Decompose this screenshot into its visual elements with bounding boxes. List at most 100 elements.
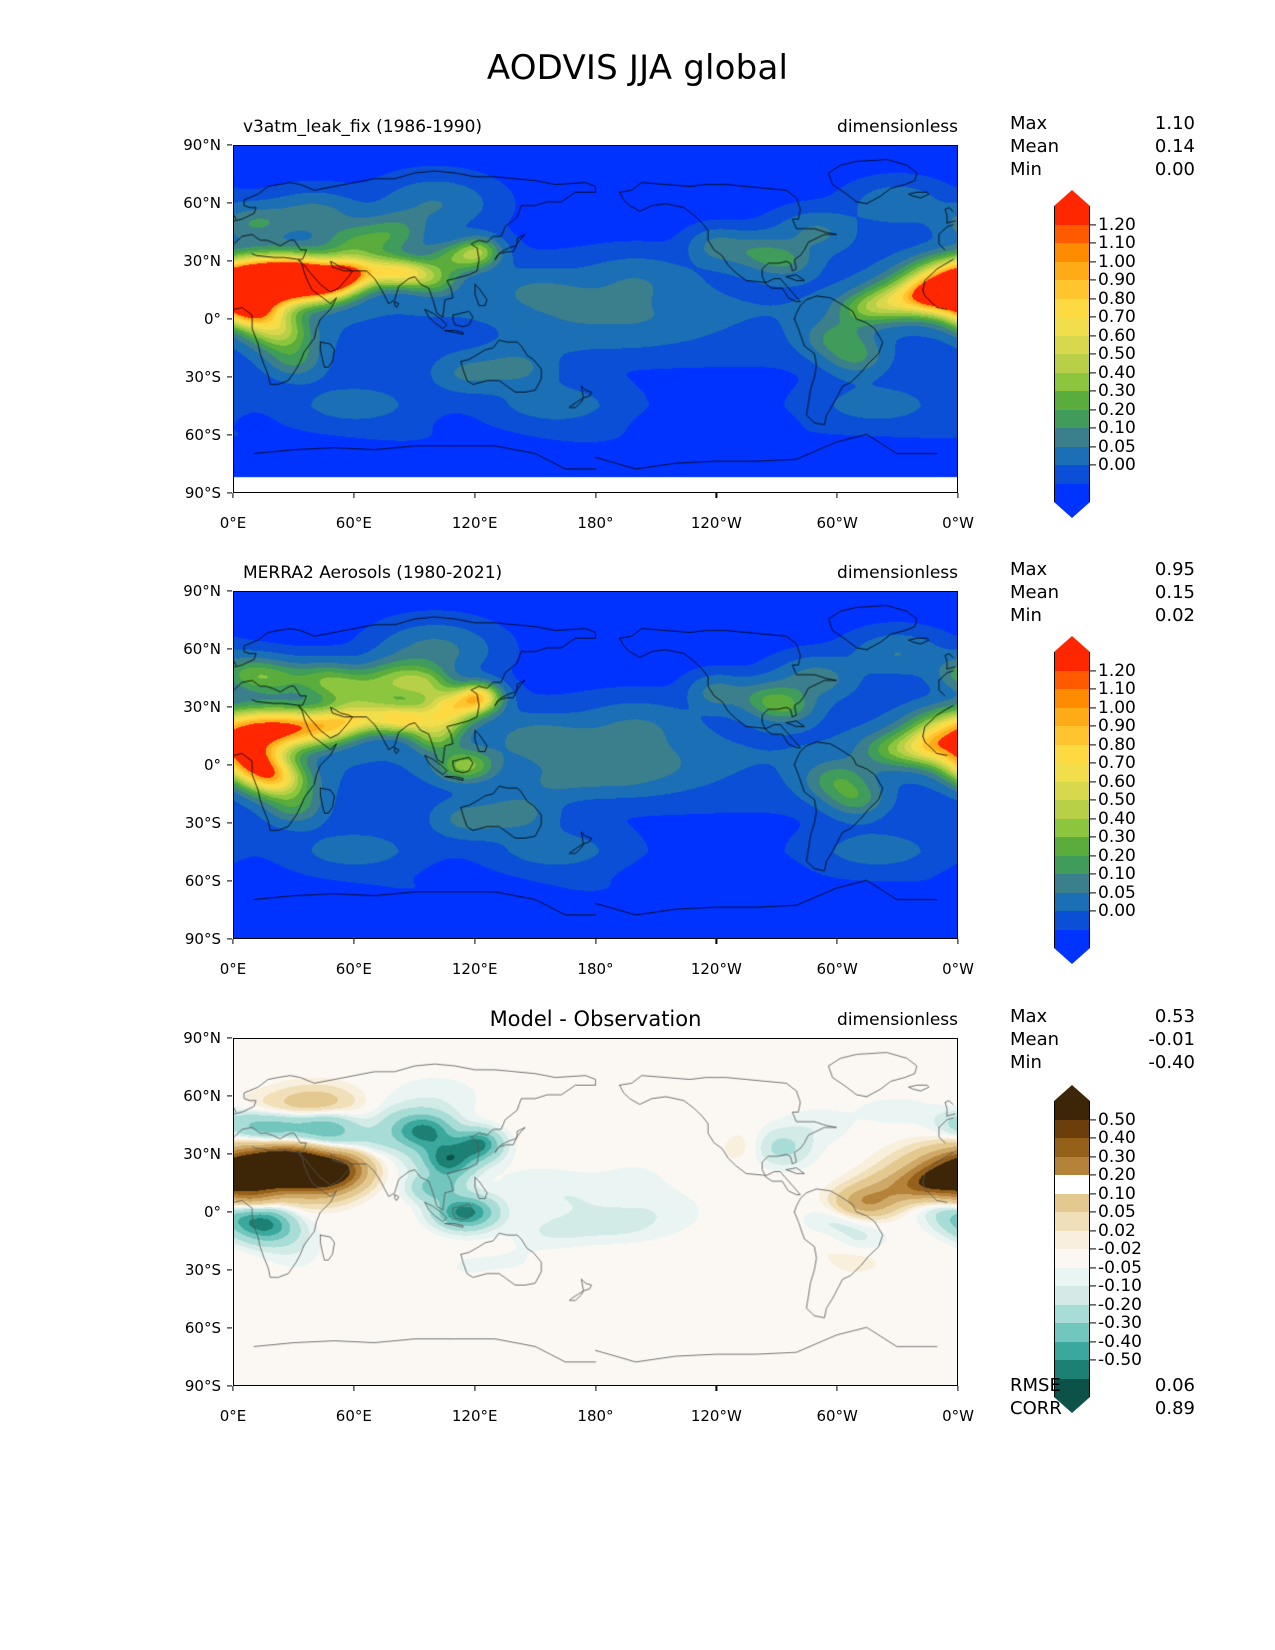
- panel-observation: MERRA2 Aerosols (1980-2021) dimensionles…: [183, 563, 974, 978]
- y-tick-mark: [227, 764, 232, 766]
- colorbar-model-tick-mark: [1090, 390, 1096, 392]
- colorbar-difference-tick-mark: [1090, 1322, 1096, 1324]
- y-tick-label: 30°N: [183, 1145, 221, 1163]
- colorbar-model-tick-label: 0.50: [1098, 344, 1136, 364]
- y-tick-mark: [227, 822, 232, 824]
- colorbar-model-band: [1054, 317, 1090, 336]
- colorbar-difference-tick-mark: [1090, 1211, 1096, 1213]
- y-tick-mark: [227, 1153, 232, 1155]
- x-tick-mark: [715, 493, 717, 498]
- y-tick-label: 60°N: [183, 194, 221, 212]
- x-tick-mark: [474, 493, 476, 498]
- panel-units-model: dimensionless: [837, 117, 958, 137]
- colorbar-model-tick-label: 0.70: [1098, 307, 1136, 327]
- stat-difference-row: Min -0.40: [1010, 1051, 1210, 1074]
- colorbar-observation-tick-label: 0.20: [1098, 845, 1136, 866]
- colorbar-observation-band: [1054, 744, 1090, 763]
- colorbar-observation-band: [1054, 652, 1090, 671]
- x-tick-mark: [353, 493, 355, 498]
- colorbar-model-band: [1054, 261, 1090, 280]
- y-tick-label: 90°N: [183, 1029, 221, 1047]
- colorbar-difference-tick-mark: [1090, 1174, 1096, 1176]
- panel-units-difference: dimensionless: [837, 1010, 958, 1030]
- colorbar-model-tick-mark: [1090, 279, 1096, 281]
- x-tick-label: 180°: [577, 960, 614, 978]
- colorbar-model-tick-mark: [1090, 408, 1096, 411]
- colorbar-model-tick-label: 1.20: [1098, 214, 1136, 235]
- y-tick-mark: [227, 1269, 232, 1271]
- y-tick-mark: [227, 260, 232, 262]
- stat-observation-value: 0.02: [1154, 605, 1195, 626]
- x-tick-label: 60°E: [335, 514, 372, 532]
- colorbar-difference-tick-label: -0.50: [1098, 1350, 1142, 1370]
- x-tick-label: 120°W: [690, 514, 742, 532]
- colorbar-model-tick-mark: [1090, 223, 1096, 226]
- stats-difference: Max 0.53 Mean -0.01 Min -0.40: [1010, 1005, 1210, 1074]
- stat-difference-value: -0.40: [1148, 1052, 1195, 1073]
- colorbar-observation-tick-mark: [1090, 669, 1096, 672]
- colorbar-observation-band: [1054, 911, 1090, 930]
- y-tick-label: 90°N: [183, 582, 221, 600]
- y-tick-mark: [227, 1327, 232, 1329]
- panel-difference: Model - Observation dimensionless 90°N 60…: [183, 1007, 974, 1425]
- y-tick-mark: [227, 376, 232, 378]
- stat-observation-value: 0.15: [1154, 582, 1195, 603]
- y-tick-mark: [227, 706, 232, 708]
- colorbar-observation-tick-mark: [1090, 891, 1096, 894]
- colorbar-difference-body: [1054, 1085, 1090, 1413]
- colorbar-model-tick-label: 0.10: [1098, 418, 1136, 438]
- colorbar-observation-tick-mark: [1090, 836, 1096, 838]
- colorbar-observation-tick-mark: [1090, 688, 1096, 690]
- stat-observation-label: Min: [1010, 605, 1042, 626]
- colorbar-difference-tick-label: -0.05: [1098, 1257, 1142, 1278]
- stat-model-row: Min 0.00: [1010, 158, 1210, 181]
- x-tick-label: 180°: [577, 514, 614, 532]
- colorbar-observation-tick-mark: [1090, 762, 1096, 764]
- x-tick-label: 120°W: [690, 960, 742, 978]
- y-tick-mark: [227, 434, 232, 436]
- stat-model-value: 0.00: [1154, 159, 1195, 180]
- colorbar-observation-band: [1054, 726, 1090, 745]
- y-tick-mark: [227, 648, 232, 650]
- colorbar-difference-tick-mark: [1090, 1192, 1096, 1195]
- colorbar-difference-band: [1054, 1249, 1090, 1268]
- x-tick-mark: [836, 1386, 838, 1391]
- stat-observation-row: Mean 0.15: [1010, 581, 1210, 604]
- x-tick-label: 0°E: [219, 1407, 247, 1425]
- colorbar-model-tick-label: 0.60: [1098, 325, 1136, 346]
- colorbar-observation-tick-label: 1.20: [1098, 660, 1136, 681]
- y-tick-mark: [227, 318, 232, 320]
- colorbar-difference-extend-bottom: [1054, 1397, 1090, 1413]
- colorbar-difference-tick-label: 0.30: [1098, 1146, 1136, 1167]
- colorbar-difference-band: [1054, 1212, 1090, 1231]
- x-tick-label: 0°W: [942, 960, 974, 978]
- colorbar-observation-band: [1054, 874, 1090, 893]
- colorbar-model-tick-label: 1.10: [1098, 233, 1136, 253]
- x-tick-mark: [594, 493, 597, 498]
- colorbar-model-tick-label: 0.40: [1098, 362, 1136, 383]
- colorbar-model-band: [1054, 335, 1090, 354]
- colorbar-model-tick-mark: [1090, 242, 1096, 244]
- y-tick-label: 30°S: [184, 368, 221, 386]
- colorbar-difference-band: [1054, 1286, 1090, 1305]
- colorbar-observation-band: [1054, 689, 1090, 708]
- colorbar-observation-tick-label: 0.90: [1098, 716, 1136, 736]
- x-tick-label: 60°W: [816, 960, 858, 978]
- stat-model-row: Mean 0.14: [1010, 135, 1210, 158]
- y-tick-label: 60°N: [183, 640, 221, 658]
- x-tick-label: 60°W: [816, 1407, 858, 1425]
- x-tick-label: 0°E: [219, 514, 247, 532]
- colorbar-difference-band: [1054, 1323, 1090, 1342]
- x-tick-label: 60°E: [335, 1407, 372, 1425]
- y-tick-label: 90°S: [184, 930, 221, 948]
- x-tick-mark: [474, 1386, 476, 1391]
- panel-title-difference: Model - Observation: [489, 1007, 702, 1031]
- colorbar-observation-tick-mark: [1090, 854, 1096, 857]
- colorbar-difference-tick-mark: [1090, 1118, 1096, 1121]
- y-tick-label: 90°S: [184, 484, 221, 502]
- colorbar-difference-band: [1054, 1156, 1090, 1175]
- panel-units-observation: dimensionless: [837, 563, 958, 583]
- colorbar-observation-tick-label: 0.50: [1098, 790, 1136, 810]
- colorbar-observation-tick-label: 0.30: [1098, 827, 1136, 847]
- colorbar-model-tick-label: 0.00: [1098, 455, 1136, 475]
